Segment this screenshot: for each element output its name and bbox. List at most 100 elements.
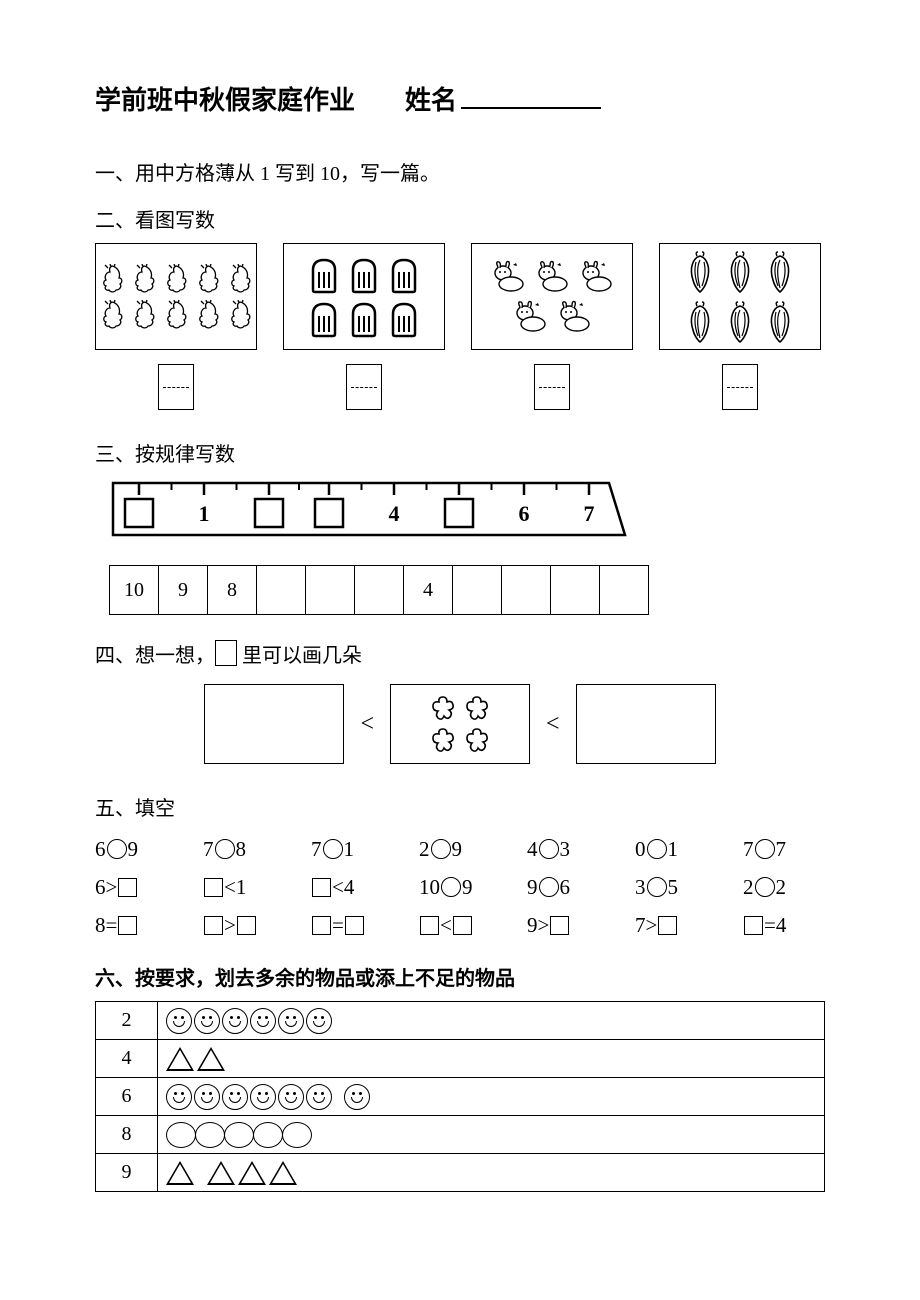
q3-cell: 9 xyxy=(158,565,208,615)
q6-shape-cell[interactable] xyxy=(158,1002,825,1040)
q6-shape-cell[interactable] xyxy=(158,1078,825,1116)
q6-number-cell: 2 xyxy=(96,1002,158,1040)
q5-item[interactable]: 22 xyxy=(743,869,815,907)
q3-heading: 三、按规律写数 xyxy=(95,438,825,467)
q4-right-box[interactable] xyxy=(576,684,716,764)
q3-cell[interactable] xyxy=(256,565,306,615)
circle-blank-icon[interactable] xyxy=(431,839,451,859)
veg-icon xyxy=(723,300,757,344)
smile-icon xyxy=(344,1084,370,1110)
shrimp-icon xyxy=(195,264,221,294)
smile-icon xyxy=(222,1008,248,1034)
q3-ruler: 1467 xyxy=(109,477,825,541)
q3-cell: 10 xyxy=(109,565,159,615)
smile-icon xyxy=(222,1084,248,1110)
q5-item[interactable]: =4 xyxy=(743,907,815,945)
triangle-icon xyxy=(166,1161,194,1185)
circle-blank-icon[interactable] xyxy=(539,839,559,859)
square-blank-icon[interactable] xyxy=(237,916,256,935)
svg-text:6: 6 xyxy=(519,501,530,526)
q4-comparison-row: < < xyxy=(95,684,825,764)
q5-item[interactable]: 109 xyxy=(419,869,491,907)
q4-left-box[interactable] xyxy=(204,684,344,764)
q5-item[interactable]: 96 xyxy=(527,869,599,907)
oval-icon xyxy=(224,1122,254,1148)
q2-picture-box xyxy=(283,243,445,350)
circle-blank-icon[interactable] xyxy=(647,839,667,859)
answer-box[interactable] xyxy=(722,364,758,410)
svg-text:1: 1 xyxy=(199,501,210,526)
q5-item[interactable]: 77 xyxy=(743,831,815,869)
smile-icon xyxy=(194,1008,220,1034)
q5-item[interactable]: <1 xyxy=(203,869,275,907)
q6-number-cell: 6 xyxy=(96,1078,158,1116)
q3-cell[interactable] xyxy=(599,565,649,615)
q6-shape-cell[interactable] xyxy=(158,1040,825,1078)
q5-item[interactable]: 01 xyxy=(635,831,707,869)
flower-icon xyxy=(462,725,492,755)
circle-blank-icon[interactable] xyxy=(323,839,343,859)
q5-item[interactable]: 9> xyxy=(527,907,599,945)
square-blank-icon[interactable] xyxy=(345,916,364,935)
q5-item[interactable]: 69 xyxy=(95,831,167,869)
circle-blank-icon[interactable] xyxy=(441,877,461,897)
q5-item[interactable]: 7> xyxy=(635,907,707,945)
square-blank-icon[interactable] xyxy=(204,916,223,935)
square-blank-icon[interactable] xyxy=(420,916,439,935)
q5-item[interactable]: 6> xyxy=(95,869,167,907)
square-blank-icon[interactable] xyxy=(312,916,331,935)
square-blank-icon[interactable] xyxy=(658,916,677,935)
q3-cell: 4 xyxy=(403,565,453,615)
q5-item[interactable]: 8= xyxy=(95,907,167,945)
square-blank-icon[interactable] xyxy=(118,878,137,897)
bunny-icon xyxy=(489,260,527,294)
answer-box[interactable] xyxy=(158,364,194,410)
answer-box[interactable] xyxy=(534,364,570,410)
q5-item[interactable]: 71 xyxy=(311,831,383,869)
bunny-icon xyxy=(511,300,549,334)
q3-cell[interactable] xyxy=(305,565,355,615)
q5-item[interactable]: < xyxy=(419,907,491,945)
q6-number-cell: 9 xyxy=(96,1154,158,1192)
triangle-icon xyxy=(207,1161,235,1185)
circle-blank-icon[interactable] xyxy=(755,839,775,859)
name-blank-line[interactable] xyxy=(461,105,601,109)
q5-item[interactable]: 35 xyxy=(635,869,707,907)
q5-item[interactable]: > xyxy=(203,907,275,945)
q5-item[interactable]: = xyxy=(311,907,383,945)
square-blank-icon[interactable] xyxy=(744,916,763,935)
circle-blank-icon[interactable] xyxy=(215,839,235,859)
square-blank-icon[interactable] xyxy=(118,916,137,935)
q6-shape-cell[interactable] xyxy=(158,1116,825,1154)
q5-item[interactable]: 29 xyxy=(419,831,491,869)
q3-cell[interactable] xyxy=(501,565,551,615)
square-blank-icon[interactable] xyxy=(312,878,331,897)
smile-icon xyxy=(250,1084,276,1110)
smile-icon xyxy=(250,1008,276,1034)
q3-cell: 8 xyxy=(207,565,257,615)
q2-picture-box xyxy=(471,243,633,350)
q5-item[interactable]: <4 xyxy=(311,869,383,907)
answer-box[interactable] xyxy=(346,364,382,410)
circle-blank-icon[interactable] xyxy=(107,839,127,859)
bread-icon xyxy=(387,256,421,294)
shrimp-icon xyxy=(99,300,125,330)
square-blank-icon[interactable] xyxy=(550,916,569,935)
smile-icon xyxy=(166,1084,192,1110)
q3-cell[interactable] xyxy=(550,565,600,615)
q3-cell[interactable] xyxy=(452,565,502,615)
q6-number-cell: 8 xyxy=(96,1116,158,1154)
triangle-icon xyxy=(166,1047,194,1071)
q3-cell[interactable] xyxy=(354,565,404,615)
circle-blank-icon[interactable] xyxy=(755,877,775,897)
bread-icon xyxy=(307,256,341,294)
q6-shape-cell[interactable] xyxy=(158,1154,825,1192)
square-blank-icon[interactable] xyxy=(453,916,472,935)
smile-icon xyxy=(278,1008,304,1034)
circle-blank-icon[interactable] xyxy=(539,877,559,897)
square-blank-icon[interactable] xyxy=(204,878,223,897)
q5-item[interactable]: 43 xyxy=(527,831,599,869)
circle-blank-icon[interactable] xyxy=(647,877,667,897)
q5-item[interactable]: 78 xyxy=(203,831,275,869)
bread-icon xyxy=(347,300,381,338)
